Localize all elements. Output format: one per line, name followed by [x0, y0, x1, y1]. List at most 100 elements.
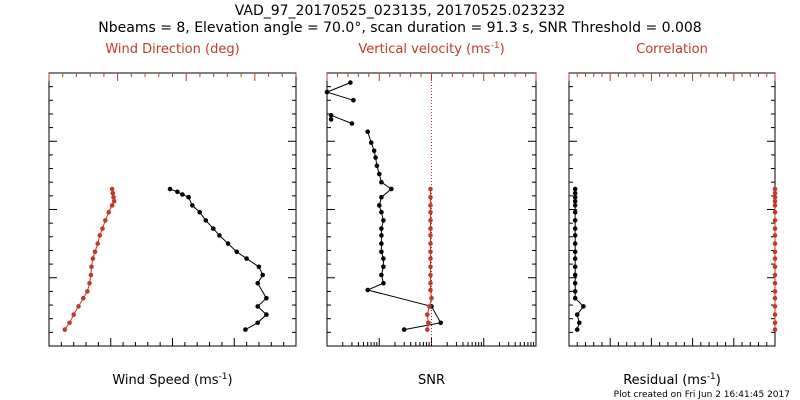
red-series-point: [772, 190, 778, 196]
red-series-point: [772, 295, 778, 301]
black-series-point: [255, 304, 260, 309]
red-series-point: [71, 312, 76, 317]
red-series-point: [428, 287, 433, 293]
red-series-point: [772, 186, 778, 192]
plot-frame: [568, 72, 776, 347]
black-series-point: [351, 98, 356, 103]
red-series-point: [89, 264, 94, 270]
figure-title-line-1: VAD_97_20170525_023135, 20170525.023232: [235, 3, 566, 19]
black-series-point: [572, 190, 578, 196]
x-top-axis-label: Wind Direction (deg): [105, 42, 239, 57]
black-series-point: [389, 186, 394, 192]
black-series-point: [371, 148, 377, 154]
black-series-point: [379, 226, 384, 231]
black-series-point: [328, 117, 334, 122]
red-series-point: [428, 203, 433, 208]
black-series-point: [572, 256, 578, 261]
black-series-point: [255, 320, 260, 326]
red-series-point: [772, 320, 778, 326]
black-series-point: [379, 179, 384, 185]
black-series-point: [572, 233, 578, 238]
black-series-point: [374, 163, 380, 169]
red-series-point: [62, 327, 68, 332]
black-series-point: [379, 249, 384, 255]
black-series-point: [264, 312, 269, 317]
red-series-point: [772, 199, 778, 204]
red-series-point: [428, 226, 433, 231]
red-series-point: [428, 280, 433, 286]
red-series-point: [772, 327, 778, 332]
red-series-point: [428, 194, 433, 200]
red-series-point: [428, 241, 433, 246]
red-series-point: [428, 233, 433, 238]
black-series-point: [348, 80, 353, 85]
red-series-point: [772, 256, 778, 261]
black-series-point: [211, 226, 216, 231]
red-series-point: [100, 226, 105, 231]
black-series-point: [572, 218, 578, 223]
black-series-point: [190, 203, 195, 208]
red-series-point: [426, 320, 431, 326]
red-series-point: [111, 194, 116, 200]
x-bottom-axis-label: Wind Speed (ms-1): [112, 372, 232, 388]
black-series-point: [373, 155, 378, 160]
black-series-point: [572, 186, 578, 192]
x-bottom-axis-label: Residual (ms-1): [623, 372, 721, 388]
red-series-point: [103, 218, 108, 223]
black-series-point: [438, 320, 444, 326]
black-series-point: [365, 287, 371, 293]
black-series-point: [574, 327, 580, 332]
red-series-point: [428, 272, 433, 278]
red-series-point: [772, 289, 778, 294]
black-series-point: [572, 264, 578, 270]
red-series-point: [429, 295, 434, 301]
black-series-point: [368, 140, 374, 145]
black-series-point: [572, 194, 578, 200]
red-series-point: [772, 264, 778, 270]
black-series-point: [572, 249, 578, 255]
x-bottom-axis-label: SNR: [418, 373, 445, 388]
black-series-point: [186, 194, 191, 200]
black-series-point: [255, 280, 260, 286]
black-series-point: [180, 192, 185, 197]
black-series-point: [167, 186, 173, 192]
red-series-point: [772, 304, 778, 309]
black-series-point: [381, 218, 386, 223]
red-series-point: [90, 256, 96, 261]
red-series-point: [428, 264, 433, 270]
red-series-point: [425, 312, 430, 317]
red-series-point: [772, 312, 778, 317]
red-series-point: [772, 280, 778, 286]
black-series-point: [572, 280, 578, 286]
black-series-point: [377, 203, 382, 208]
black-series-line: [169, 188, 268, 331]
black-series-point: [217, 233, 222, 238]
black-series-point: [572, 203, 578, 208]
black-series-point: [197, 209, 202, 215]
black-series-line: [330, 114, 353, 124]
red-series-point: [109, 203, 115, 208]
black-series-point: [365, 129, 371, 134]
black-series-point: [256, 264, 262, 270]
red-series-point: [428, 249, 433, 255]
red-series-point: [428, 218, 433, 223]
black-series-point: [203, 218, 209, 223]
red-series-point: [428, 209, 433, 215]
red-series-point: [76, 304, 81, 309]
red-series-point: [67, 320, 72, 326]
black-series-point: [581, 304, 586, 309]
black-series-point: [572, 226, 578, 231]
black-series-point: [349, 121, 355, 126]
black-series-point: [572, 295, 578, 301]
x-top-axis-label: Correlation: [636, 42, 708, 57]
red-series-point: [110, 190, 116, 196]
black-series-point: [379, 209, 384, 215]
black-series-line: [325, 82, 354, 101]
red-series-point: [772, 218, 778, 223]
red-series-point: [772, 226, 778, 231]
red-series-point: [772, 241, 778, 246]
black-series-point: [401, 327, 407, 332]
black-series-point: [260, 272, 266, 278]
black-series-point: [574, 312, 580, 317]
